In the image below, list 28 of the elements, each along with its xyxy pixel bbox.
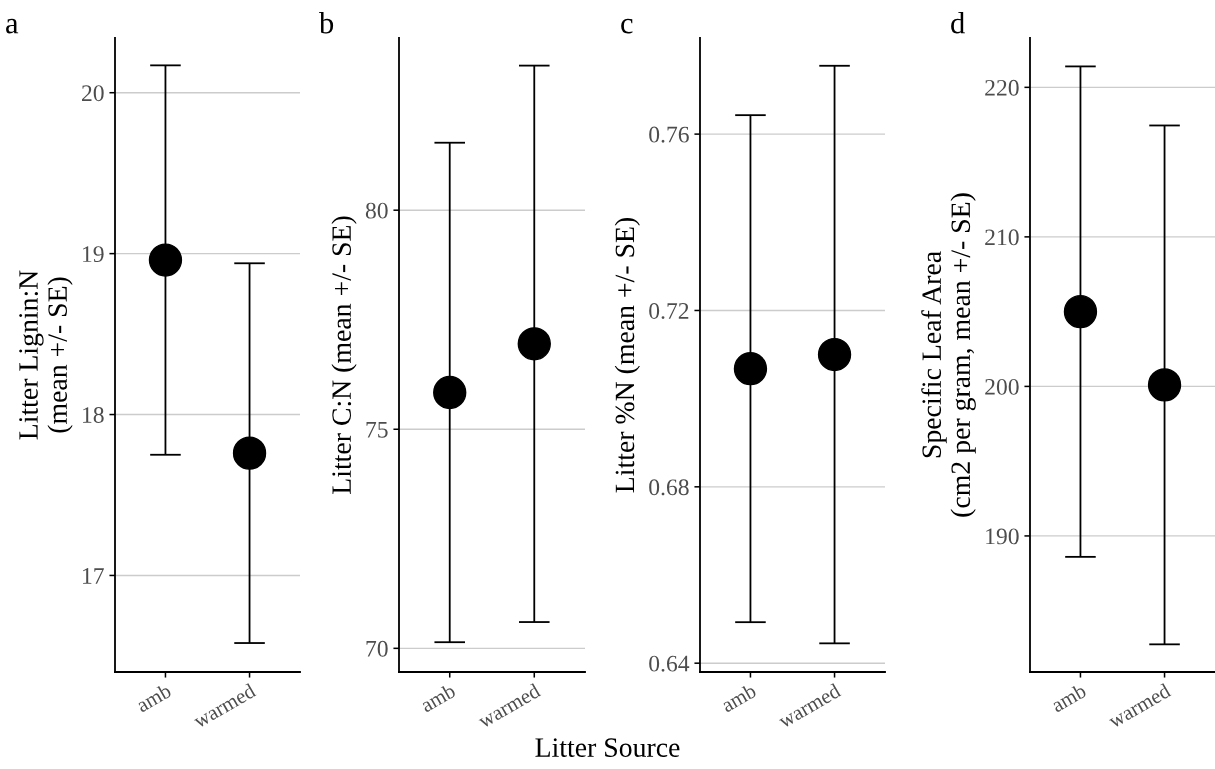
- x-axis-title: Litter Source: [535, 738, 680, 757]
- x-tick-label: amb: [419, 682, 457, 713]
- y-tick-label: 0.72: [649, 302, 689, 319]
- y-axis-title: Specific Leaf Area (cm2 per gram, mean +/- SE): [921, 193, 976, 517]
- x-tick-label: amb: [135, 682, 173, 713]
- y-tick-label: 20: [82, 85, 104, 102]
- y-tick-label: 0.76: [649, 126, 689, 143]
- y-tick-label: 70: [366, 640, 388, 657]
- y-tick-label: 19: [83, 246, 104, 263]
- chart-title: c: [621, 18, 633, 34]
- y-tick-label: 200: [985, 378, 1019, 395]
- y-tick-label: 18: [83, 407, 104, 423]
- y-tick-label: 0.64: [649, 655, 690, 672]
- x-tick-label: amb: [720, 682, 758, 713]
- chart-title: a: [6, 18, 19, 34]
- y-tick-label: 80: [365, 202, 388, 219]
- chart-title: d: [951, 12, 965, 34]
- x-tick-label: amb: [1050, 682, 1088, 713]
- y-tick-label: 220: [985, 79, 1019, 96]
- y-tick-label: 17: [83, 568, 104, 584]
- y-tick-label: 190: [986, 528, 1019, 545]
- y-tick-label: 75: [366, 422, 388, 438]
- chart-title: b: [319, 12, 334, 34]
- y-tick-label: 210: [985, 229, 1019, 246]
- y-tick-label: 0.68: [649, 479, 689, 496]
- y-axis-title: Litter Lignin:N (mean +/- SE): [19, 270, 73, 440]
- y-axis-title: Litter %N (mean +/- SE): [614, 218, 640, 493]
- y-axis-title: Litter C:N (mean +/- SE): [331, 216, 357, 494]
